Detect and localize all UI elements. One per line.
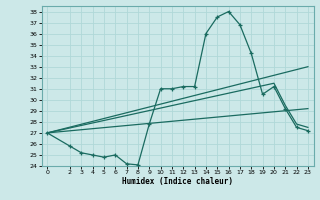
X-axis label: Humidex (Indice chaleur): Humidex (Indice chaleur) (122, 177, 233, 186)
